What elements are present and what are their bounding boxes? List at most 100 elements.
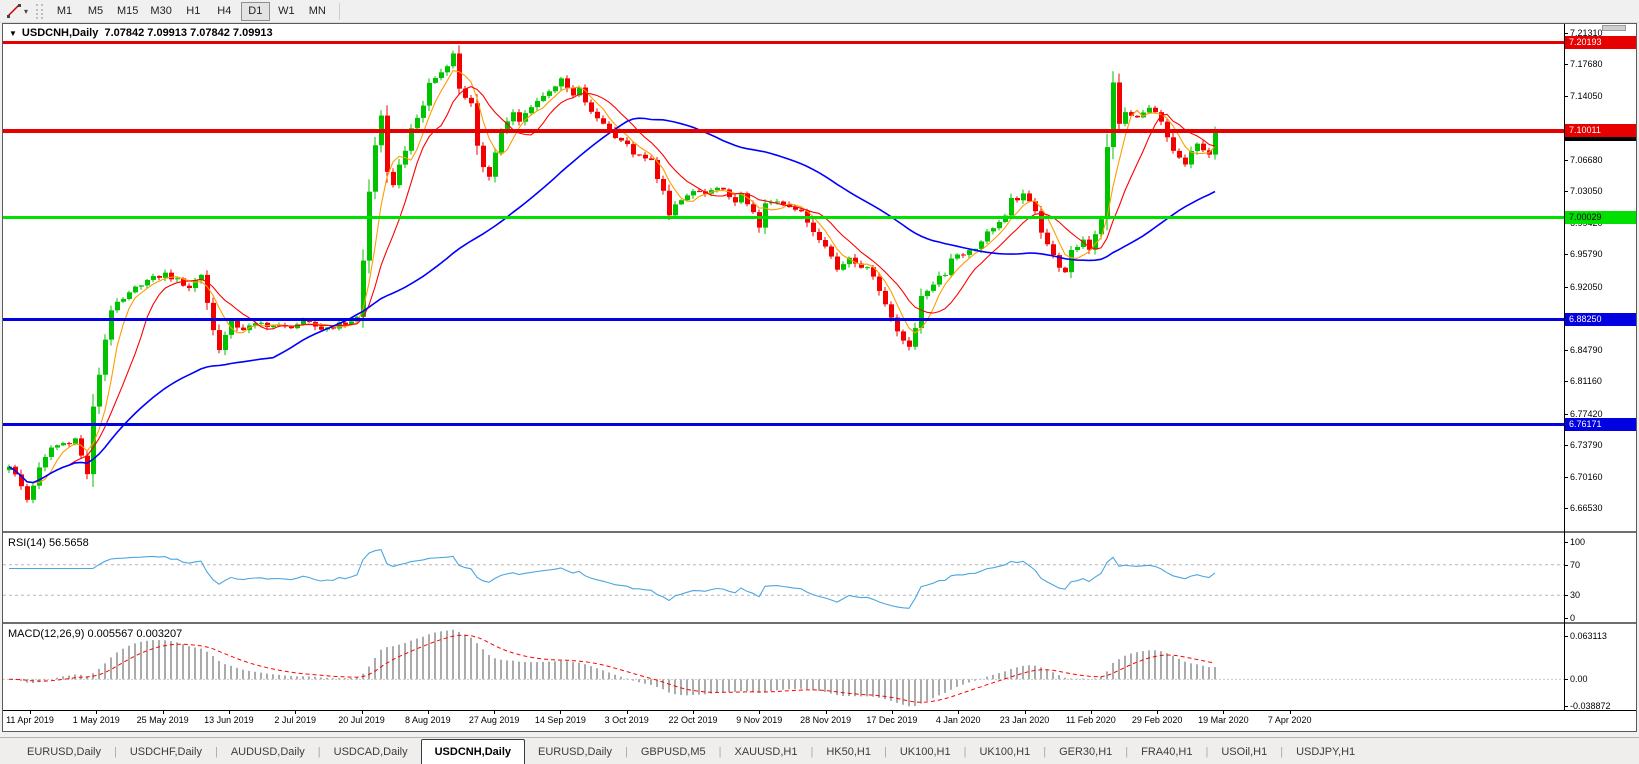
tab-separator: | xyxy=(113,746,117,758)
date-tick-mark xyxy=(361,711,363,714)
price-tick-mark xyxy=(1564,33,1568,34)
chart-tab-xauusd-h1[interactable]: XAUUSD,H1 xyxy=(734,746,798,758)
chart-scrollbar-thumb[interactable] xyxy=(1602,25,1626,31)
rsi-pane[interactable]: RSI(14) 56.5658 xyxy=(3,535,1636,622)
price-tick-mark xyxy=(1564,445,1568,447)
chart-tab-usoil-h1[interactable]: USOil,H1 xyxy=(1221,746,1268,758)
pane-splitter[interactable] xyxy=(3,531,1636,533)
date-tick-mark xyxy=(96,711,98,714)
chart-tab-fra40-h1[interactable]: FRA40,H1 xyxy=(1141,746,1193,758)
date-label: 13 Jun 2019 xyxy=(204,715,254,725)
rsi-tick-label: 100 xyxy=(1570,537,1586,547)
chart-tab-gbpusd-m5[interactable]: GBPUSD,M5 xyxy=(640,746,706,758)
price-tick-label: 6.95790 xyxy=(1570,249,1603,260)
date-label: 19 Mar 2020 xyxy=(1198,715,1249,725)
tab-separator: | xyxy=(1125,746,1129,758)
price-tick-label: 6.84790 xyxy=(1570,344,1603,355)
timeframe-button-h4[interactable]: H4 xyxy=(217,4,232,17)
trendline-glyph xyxy=(7,4,21,18)
rsi-tick-label: 30 xyxy=(1570,590,1581,601)
chart-tab-usdjpy-h1[interactable]: USDJPY,H1 xyxy=(1296,746,1356,758)
price-tick-label: 7.17680 xyxy=(1570,59,1603,70)
pane-splitter[interactable] xyxy=(3,622,1636,624)
crosshair-line-tool-icon[interactable]: ▾ xyxy=(0,2,32,21)
chart-tab-ger30-h1[interactable]: GER30,H1 xyxy=(1059,746,1113,758)
toolbar-grip[interactable] xyxy=(36,3,44,19)
date-axis[interactable]: 11 Apr 2019 1 May 2019 25 May 2019 13 Jun 2… xyxy=(3,710,1636,731)
timeframe-button-m30[interactable]: M30 xyxy=(150,4,172,17)
price-tick-label: 6.70160 xyxy=(1570,471,1603,482)
chart-tab-hk50-h1[interactable]: HK50,H1 xyxy=(826,746,871,758)
chart-window: ▼ USDCNH,Daily 7.07842 7.09913 7.07842 7.… xyxy=(2,23,1637,732)
level-line-7.00029[interactable] xyxy=(3,216,1564,220)
macd-chart[interactable] xyxy=(3,626,1564,710)
collapse-triangle-icon[interactable]: ▼ xyxy=(9,29,17,38)
chart-tab-uk100-h1[interactable]: UK100,H1 xyxy=(979,746,1031,758)
price-tick-label: 7.14050 xyxy=(1570,90,1603,101)
timeframe-button-m1[interactable]: M1 xyxy=(56,4,73,17)
timeframe-button-w1[interactable]: W1 xyxy=(278,4,295,17)
timeframe-button-m15[interactable]: M15 xyxy=(117,4,139,17)
rsi-tick-label: 0 xyxy=(1570,613,1576,623)
price-tick-label: 6.73790 xyxy=(1570,440,1603,451)
level-price-box: 7.10011 xyxy=(1565,124,1636,138)
chart-tab-usdcad-daily[interactable]: USDCAD,Daily xyxy=(333,746,408,758)
date-label: 14 Sep 2019 xyxy=(534,715,586,725)
rsi-chart[interactable] xyxy=(3,535,1564,622)
date-label: 17 Dec 2019 xyxy=(866,715,918,725)
price-tick-mark xyxy=(1564,254,1568,256)
date-tick-mark xyxy=(228,711,230,714)
chart-tab-uk100-h1[interactable]: UK100,H1 xyxy=(899,746,951,758)
tab-separator: | xyxy=(718,746,722,758)
price-pane[interactable]: ▼ USDCNH,Daily 7.07842 7.09913 7.07842 7.… xyxy=(3,24,1636,531)
level-line-6.76171[interactable] xyxy=(3,422,1564,426)
rsi-tick-mark xyxy=(1564,618,1568,619)
chart-symbol-period: USDCNH,Daily xyxy=(21,27,99,39)
date-tick-mark xyxy=(30,711,31,714)
macd-pane[interactable]: MACD(12,26,9) 0.005567 0.003207 xyxy=(3,626,1636,710)
level-price-box: 7.20193 xyxy=(1565,36,1636,50)
date-tick-mark xyxy=(1024,711,1026,714)
timeframe-button-mn[interactable]: MN xyxy=(308,4,326,17)
candlestick-chart[interactable] xyxy=(3,24,1564,531)
chart-tab-eurusd-daily[interactable]: EURUSD,Daily xyxy=(538,746,612,758)
price-tick-label: 7.06680 xyxy=(1570,154,1603,165)
macd-tick-mark xyxy=(1564,706,1568,707)
date-label: 11 Feb 2020 xyxy=(1065,715,1116,725)
macd-tick-mark xyxy=(1564,679,1568,681)
tab-separator: | xyxy=(1043,746,1047,758)
price-tick-mark xyxy=(1564,286,1568,288)
tool-dropdown-caret[interactable]: ▾ xyxy=(24,6,29,16)
date-tick-mark xyxy=(759,711,761,714)
date-label: 11 Apr 2019 xyxy=(6,715,54,725)
tab-separator: | xyxy=(963,746,967,758)
date-tick-mark xyxy=(494,711,496,714)
timeframe-button-d1[interactable]: D1 xyxy=(240,1,270,21)
date-tick-mark xyxy=(560,711,562,714)
date-label: 8 Aug 2019 xyxy=(405,715,451,725)
chart-tab-usdcnh-daily[interactable]: USDCNH,Daily xyxy=(420,739,526,764)
chart-tab-eurusd-daily[interactable]: EURUSD,Daily xyxy=(27,746,101,758)
price-tick-mark xyxy=(1564,64,1568,66)
chart-tab-audusd-daily[interactable]: AUDUSD,Daily xyxy=(230,746,305,758)
level-line-7.20193[interactable] xyxy=(3,41,1564,45)
price-tick-mark xyxy=(1564,191,1568,193)
price-tick-label: 6.81160 xyxy=(1570,376,1602,387)
macd-tick-label: 0.063113 xyxy=(1570,631,1607,641)
level-price-box: 7.00029 xyxy=(1565,211,1636,225)
timeframe-button-h1[interactable]: H1 xyxy=(186,4,201,17)
date-tick-mark xyxy=(825,711,827,714)
chart-tab-usdchf-daily[interactable]: USDCHF,Daily xyxy=(129,746,202,758)
macd-tick-label: 0.00 xyxy=(1570,674,1588,685)
level-line-7.10011[interactable] xyxy=(3,128,1564,133)
date-label: 2 Jul 2019 xyxy=(274,715,316,725)
level-line-6.88250[interactable] xyxy=(3,318,1564,322)
rsi-tick-mark xyxy=(1564,542,1568,543)
date-label: 28 Nov 2019 xyxy=(800,715,852,725)
date-label: 20 Jul 2019 xyxy=(338,715,385,725)
date-label: 25 May 2019 xyxy=(136,715,189,725)
timeframe-button-m5[interactable]: M5 xyxy=(87,4,104,17)
date-label: 27 Aug 2019 xyxy=(468,715,520,725)
rsi-tick-mark xyxy=(1564,564,1568,566)
